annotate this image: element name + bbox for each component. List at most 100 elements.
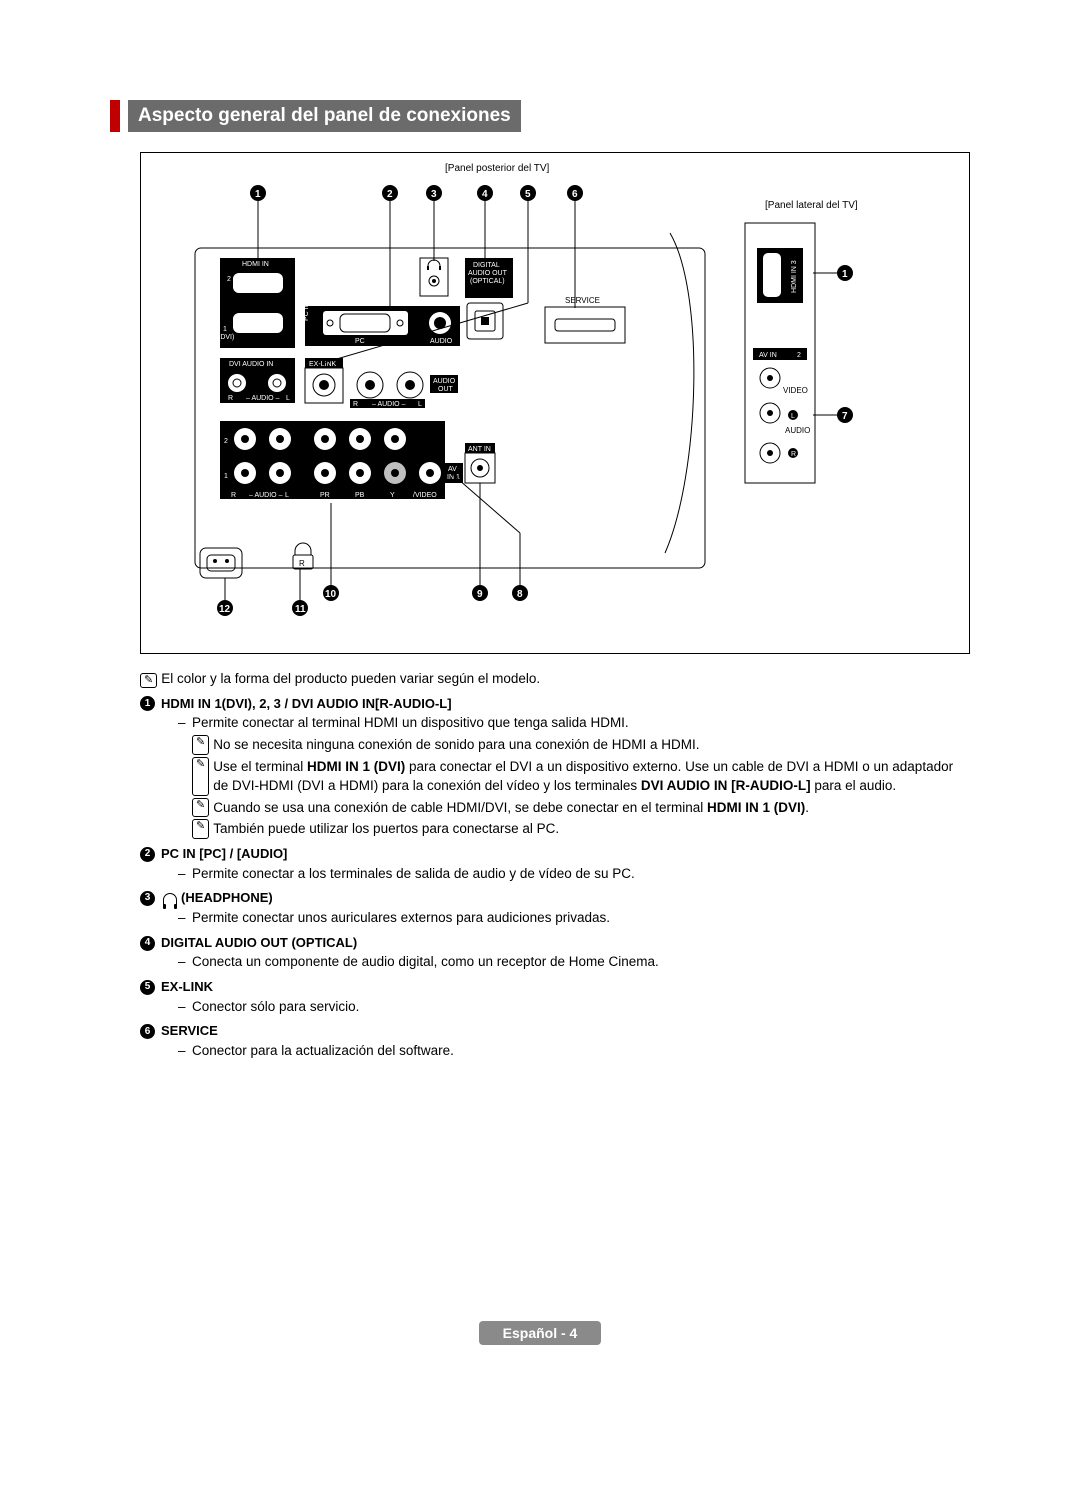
item-details: –Permite conectar al terminal HDMI un di… [178, 713, 970, 838]
svg-text:EX-LINK: EX-LINK [309, 361, 337, 368]
title-accent [110, 100, 120, 132]
item-note: ✎No se necesita ninguna conexión de soni… [192, 735, 970, 755]
svg-text:/VIDEO: /VIDEO [413, 492, 437, 499]
connection-panel-diagram: .lab { font: 7px Arial; fill:#fff; } .la… [140, 152, 970, 654]
svg-text:L: L [791, 413, 795, 420]
item-number-badge: 1 [140, 696, 155, 711]
svg-text:2: 2 [387, 189, 393, 200]
svg-text:SERVICE: SERVICE [565, 296, 600, 305]
side-panel-label: [Panel lateral del TV] [765, 200, 858, 211]
page-footer: Español - 4 [110, 1321, 970, 1345]
item-description: Permite conectar unos auriculares extern… [192, 908, 610, 928]
item-details: –Conector sólo para servicio. [178, 997, 970, 1017]
svg-text:L: L [418, 401, 422, 408]
item-heading: 2 PC IN [PC] / [AUDIO] [140, 845, 970, 864]
svg-text:2: 2 [224, 438, 228, 445]
connector-item-6: 6 SERVICE–Conector para la actualización … [140, 1022, 970, 1060]
item-details: –Conecta un componente de audio digital,… [178, 952, 970, 972]
svg-text:3: 3 [431, 189, 437, 200]
svg-text:AUDIO: AUDIO [433, 378, 456, 385]
item-heading-text: HDMI IN 1(DVI), 2, 3 / DVI AUDIO IN[R-AU… [161, 695, 452, 714]
svg-text:Y: Y [390, 492, 395, 499]
connector-item-5: 5 EX-LINK–Conector sólo para servicio. [140, 978, 970, 1016]
item-note: ✎Cuando se usa una conexión de cable HDM… [192, 798, 970, 818]
svg-text:5: 5 [525, 189, 531, 200]
svg-text:9: 9 [477, 589, 483, 600]
svg-text:R: R [353, 401, 358, 408]
svg-text:HDMI IN: HDMI IN [242, 261, 269, 268]
connector-item-3: 3(HEADPHONE)–Permite conectar unos auric… [140, 889, 970, 927]
rear-panel-label: [Panel posterior del TV] [445, 163, 550, 174]
svg-text:1: 1 [223, 326, 227, 333]
variance-note: ✎El color y la forma del producto pueden… [140, 669, 970, 689]
headphone-icon [163, 893, 177, 906]
item-description: Conector para la actualización del softw… [192, 1041, 454, 1061]
svg-text:11: 11 [295, 604, 306, 615]
title-text: Aspecto general del panel de conexiones [128, 100, 521, 132]
svg-text:2: 2 [227, 276, 231, 283]
svg-text:PR: PR [320, 492, 330, 499]
note-icon: ✎ [192, 798, 209, 818]
item-number-badge: 2 [140, 847, 155, 862]
svg-text:1: 1 [224, 473, 228, 480]
item-heading-text: PC IN [PC] / [AUDIO] [161, 845, 287, 864]
note-icon: ✎ [140, 673, 157, 688]
svg-text:PC: PC [355, 338, 365, 345]
svg-text:10: 10 [325, 589, 337, 600]
item-details: –Permite conectar unos auriculares exter… [178, 908, 970, 928]
svg-text:L: L [286, 395, 290, 402]
item-description: Conecta un componente de audio digital, … [192, 952, 659, 972]
svg-text:COMPONENT IN: COMPONENT IN [305, 501, 359, 508]
item-heading: 1 HDMI IN 1(DVI), 2, 3 / DVI AUDIO IN[R-A… [140, 695, 970, 714]
section-title: Aspecto general del panel de conexiones [110, 100, 970, 132]
svg-text:AV: AV [448, 466, 457, 473]
item-details: –Conector para la actualización del soft… [178, 1041, 970, 1061]
svg-text:AUDIO: AUDIO [785, 426, 810, 435]
page-number: Español - 4 [479, 1321, 602, 1345]
svg-text:AUDIO: AUDIO [430, 338, 453, 345]
item-details: –Permite conectar a los terminales de sa… [178, 864, 970, 884]
svg-text:– AUDIO –: – AUDIO – [249, 492, 283, 499]
svg-text:ANT IN: ANT IN [468, 446, 491, 453]
svg-text:(DVI): (DVI) [218, 334, 234, 341]
svg-text:AUDIO OUT: AUDIO OUT [468, 270, 508, 277]
item-number-badge: 3 [140, 891, 155, 906]
note-icon: ✎ [192, 735, 209, 755]
item-description: Conector sólo para servicio. [192, 997, 359, 1017]
item-heading: 3(HEADPHONE) [140, 889, 970, 908]
svg-text:R: R [299, 559, 305, 568]
svg-text:– AUDIO –: – AUDIO – [246, 395, 280, 402]
svg-text:(OPTICAL): (OPTICAL) [470, 278, 505, 285]
item-heading-text: EX-LINK [161, 978, 213, 997]
item-number-badge: 6 [140, 1024, 155, 1039]
svg-text:VIDEO: VIDEO [783, 386, 808, 395]
item-heading: 6 SERVICE [140, 1022, 970, 1041]
svg-text:HDMI IN 3: HDMI IN 3 [791, 260, 798, 293]
svg-text:8: 8 [517, 589, 523, 600]
note-icon: ✎ [192, 757, 209, 796]
description-body: ✎El color y la forma del producto pueden… [140, 669, 970, 1061]
item-description: Permite conectar al terminal HDMI un dis… [192, 713, 629, 733]
connector-item-4: 4 DIGITAL AUDIO OUT (OPTICAL)–Conecta un … [140, 934, 970, 972]
item-description: Permite conectar a los terminales de sal… [192, 864, 635, 884]
note-icon: ✎ [192, 819, 209, 839]
svg-text:4: 4 [482, 189, 488, 200]
svg-text:DVI AUDIO IN: DVI AUDIO IN [229, 361, 273, 368]
item-note: ✎También puede utilizar los puertos para… [192, 819, 970, 839]
svg-text:– AUDIO –: – AUDIO – [372, 401, 406, 408]
connector-item-2: 2 PC IN [PC] / [AUDIO]–Permite conectar a… [140, 845, 970, 883]
svg-text:DIGITAL: DIGITAL [473, 262, 500, 269]
item-number-badge: 4 [140, 936, 155, 951]
svg-text:1: 1 [842, 269, 848, 280]
item-heading-text: SERVICE [161, 1022, 218, 1041]
connector-item-1: 1 HDMI IN 1(DVI), 2, 3 / DVI AUDIO IN[R-A… [140, 695, 970, 839]
item-heading: 5 EX-LINK [140, 978, 970, 997]
svg-text:R: R [231, 492, 236, 499]
svg-text:OUT: OUT [438, 386, 454, 393]
item-heading-text: DIGITAL AUDIO OUT (OPTICAL) [161, 934, 357, 953]
svg-text:6: 6 [572, 189, 578, 200]
svg-text:PB: PB [355, 492, 365, 499]
svg-text:12: 12 [219, 604, 231, 615]
svg-text:AV IN: AV IN [759, 352, 777, 359]
item-number-badge: 5 [140, 980, 155, 995]
